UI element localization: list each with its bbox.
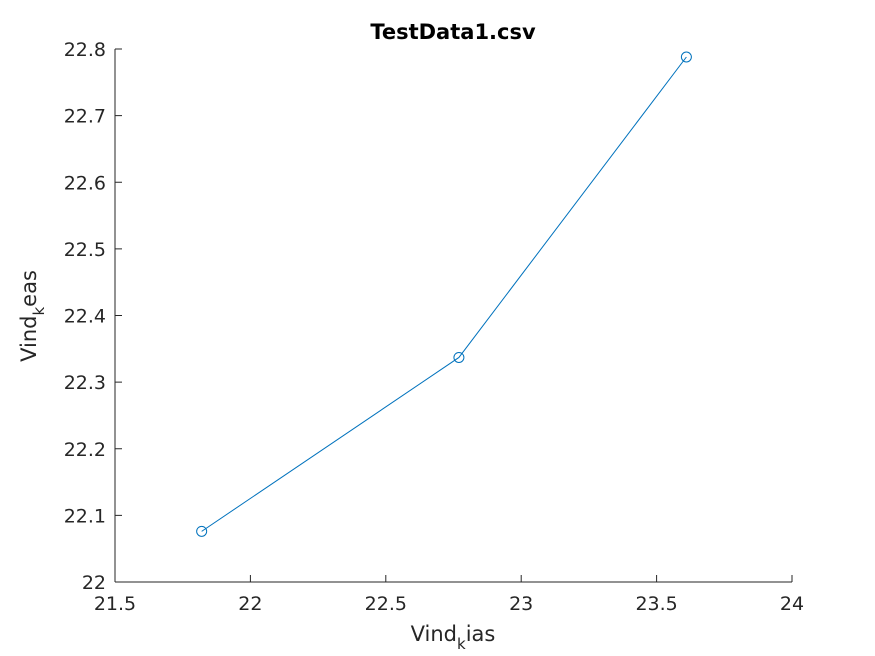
y-tick-label: 22.2 xyxy=(64,439,106,461)
series-layer xyxy=(196,51,692,537)
x-axis-label: Vindkias xyxy=(411,622,496,653)
y-tick-label: 22.8 xyxy=(64,39,106,61)
y-tick-label: 22.3 xyxy=(64,372,106,394)
data-point-marker xyxy=(453,351,465,363)
x-tick-label: 21.5 xyxy=(94,593,136,615)
x-tick-label: 23 xyxy=(509,593,533,615)
x-tick-label: 22.5 xyxy=(365,593,407,615)
plot-area: 21.5 22 22.5 23 23.5 24 2222.122.222.322.422.… xyxy=(64,39,804,615)
y-tick-label: 22.7 xyxy=(64,106,106,128)
y-tick-label: 22.5 xyxy=(64,239,106,261)
y-tick-label: 22.6 xyxy=(64,172,106,194)
y-tick-label: 22 xyxy=(82,572,106,594)
y-axis-label: Vindkeas xyxy=(17,270,48,362)
chart-title: TestData1.csv xyxy=(370,20,536,44)
y-axis-ticks: 22 22.1 22.2 22.3 22.4 22.5 22.6 22.7 22.8 xyxy=(64,39,122,594)
series-line xyxy=(201,56,687,532)
x-tick-label: 23.5 xyxy=(635,593,677,615)
x-tick-label: 22 xyxy=(238,593,262,615)
data-point-marker xyxy=(196,525,208,537)
y-tick-label: 22.1 xyxy=(64,505,106,527)
x-axis-ticks: 21.5 22 22.5 23 23.5 24 xyxy=(94,575,804,615)
y-tick-label: 22.4 xyxy=(64,306,106,328)
data-point-marker xyxy=(680,51,692,63)
x-tick-label: 24 xyxy=(780,593,804,615)
